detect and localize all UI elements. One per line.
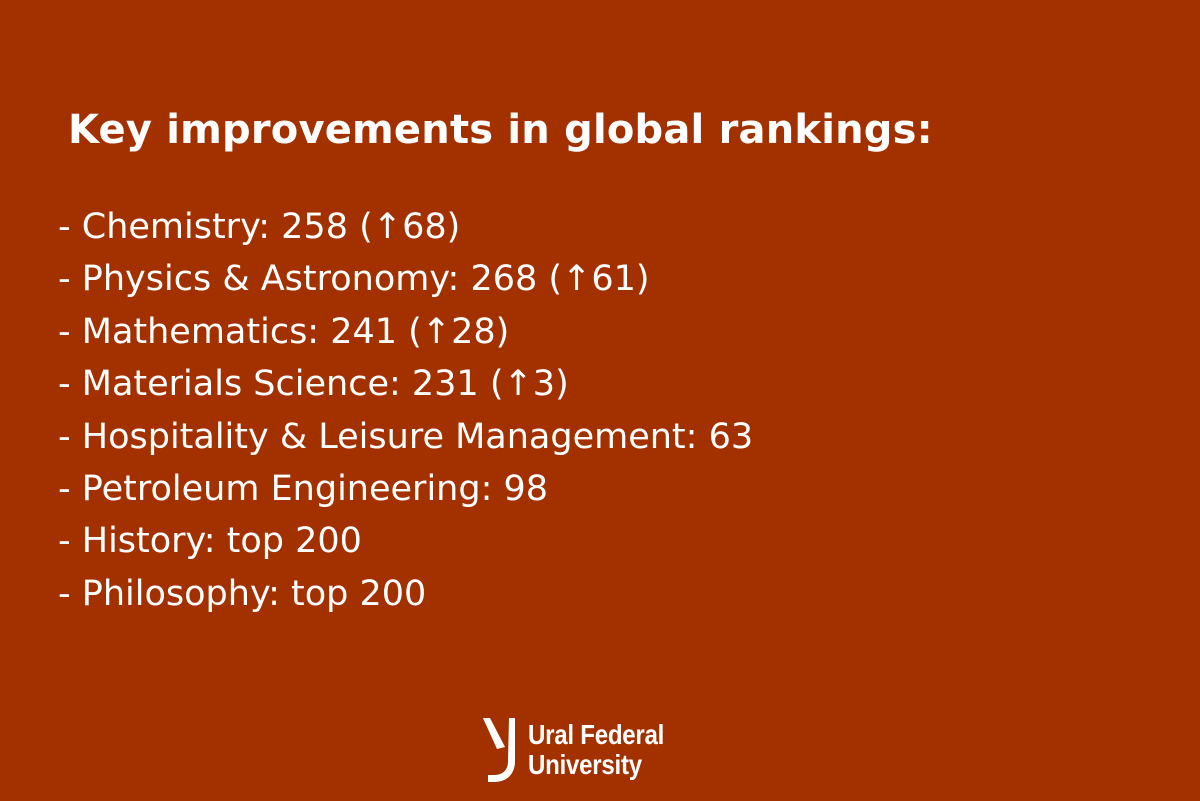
list-item-physics-astronomy: - Physics & Astronomy: 268 (↑61) xyxy=(58,259,650,300)
list-item-materials-science: - Materials Science: 231 (↑3) xyxy=(58,364,569,405)
list-item-petroleum-engineering: - Petroleum Engineering: 98 xyxy=(58,469,549,510)
university-logo: Ural Federal University xyxy=(482,716,686,784)
logo-line-1: Ural Federal xyxy=(528,719,665,750)
heading: Key improvements in global rankings: xyxy=(68,107,933,153)
list-item-chemistry: - Chemistry: 258 (↑68) xyxy=(58,207,461,247)
university-emblem-icon xyxy=(483,718,515,782)
list-item-history: - History: top 200 xyxy=(58,521,362,562)
university-name: Ural Federal University xyxy=(528,720,664,780)
list-item-mathematics: - Mathematics: 241 (↑28) xyxy=(58,311,510,352)
rankings-list: - Chemistry: 258 (↑68) - Physics & Astro… xyxy=(58,201,753,620)
list-item-philosophy: - Philosophy: top 200 xyxy=(58,573,427,614)
list-item-hospitality: - Hospitality & Leisure Management: 63 xyxy=(58,416,754,457)
logo-line-2: University xyxy=(528,749,642,780)
